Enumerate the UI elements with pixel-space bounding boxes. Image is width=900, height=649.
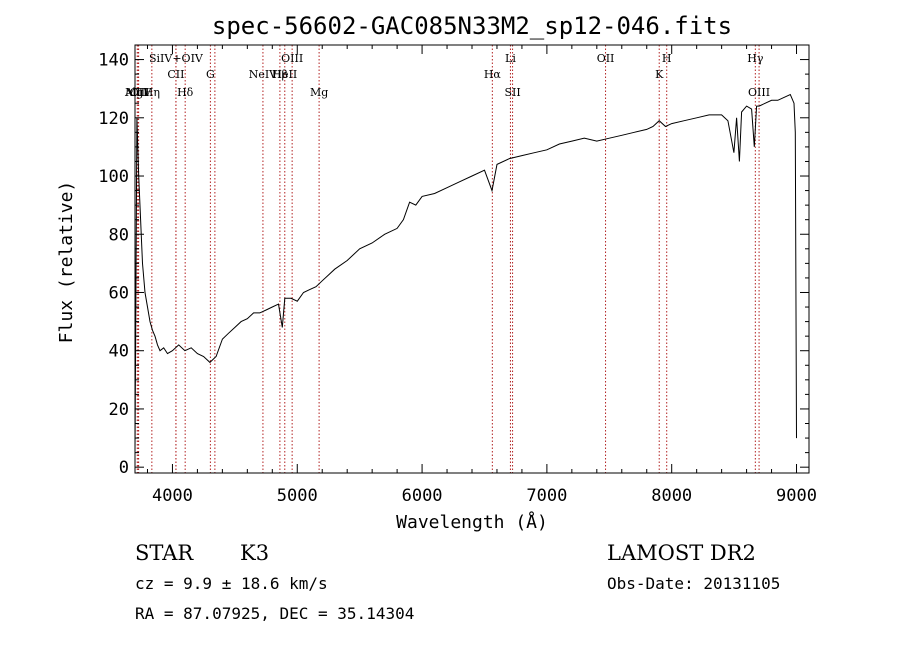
y-tick-label-1: 20 bbox=[109, 400, 129, 420]
marker-label-1: MgV bbox=[125, 86, 152, 99]
x-tick-label-5: 9000 bbox=[776, 486, 817, 506]
marker-label-7: G bbox=[206, 68, 215, 81]
spectral-line-markers bbox=[136, 45, 760, 473]
y-tick-label-3: 60 bbox=[109, 283, 129, 303]
coordinates-info: RA = 87.07925, DEC = 35.14304 bbox=[135, 604, 414, 623]
marker-label-19: H bbox=[662, 52, 672, 65]
chart-title: spec-56602-GAC085N33M2_sp12-046.fits bbox=[212, 12, 732, 40]
marker-label-15: Li bbox=[505, 52, 516, 65]
y-axis-label: Flux (relative) bbox=[56, 181, 77, 344]
marker-label-6: Hδ bbox=[177, 86, 194, 99]
x-axis: 4000 5000 6000 7000 8000 9000 bbox=[146, 45, 817, 506]
object-class: STAR bbox=[135, 541, 194, 565]
y-tick-label-0: 0 bbox=[119, 458, 129, 478]
marker-label-9: OIII bbox=[281, 52, 303, 65]
marker-label-11: Hβ bbox=[272, 68, 288, 81]
survey-name: LAMOST DR2 bbox=[607, 541, 756, 565]
object-subclass: K3 bbox=[240, 541, 269, 565]
marker-label-4: SiIV+OIV bbox=[149, 52, 204, 65]
spectrum-line bbox=[134, 93, 797, 453]
y-tick-label-5: 100 bbox=[98, 167, 129, 187]
x-tick-label-0: 4000 bbox=[152, 486, 193, 506]
marker-label-13: Mg bbox=[310, 86, 328, 99]
marker-label-16: SII bbox=[504, 86, 520, 99]
x-tick-label-2: 6000 bbox=[402, 486, 443, 506]
marker-label-17: OII bbox=[597, 52, 615, 65]
y-tick-label-7: 140 bbox=[98, 51, 129, 71]
marker-label-21: OIII bbox=[748, 86, 770, 99]
x-tick-label-4: 8000 bbox=[651, 486, 692, 506]
marker-label-20: Hγ bbox=[747, 52, 764, 65]
x-tick-label-1: 5000 bbox=[277, 486, 318, 506]
marker-label-10: NeIV bbox=[249, 68, 278, 81]
spectral-line-labels: AlIIIMgVOIIHηSiIV+OIVCIIHδGOIIINeIVHβHeI… bbox=[124, 52, 770, 99]
marker-label-0: AlIII bbox=[124, 86, 150, 99]
marker-label-5: CII bbox=[167, 68, 184, 81]
marker-label-14: Hα bbox=[484, 68, 502, 81]
y-axis: 0 20 40 60 80 100 120 140 bbox=[98, 51, 809, 478]
marker-label-18: K bbox=[655, 68, 664, 81]
x-tick-label-3: 7000 bbox=[526, 486, 567, 506]
y-tick-label-6: 120 bbox=[98, 109, 129, 129]
redshift-info: cz = 9.9 ± 18.6 km/s bbox=[135, 574, 328, 593]
x-axis-label: Wavelength (Å) bbox=[396, 511, 548, 533]
marker-label-12: HeII bbox=[272, 68, 297, 81]
marker-label-2: OII bbox=[130, 86, 148, 99]
observation-date: Obs-Date: 20131105 bbox=[607, 574, 780, 593]
y-tick-label-2: 40 bbox=[109, 342, 129, 362]
marker-label-3: Hη bbox=[144, 86, 160, 99]
plot-frame bbox=[134, 44, 810, 474]
y-tick-label-4: 80 bbox=[109, 225, 129, 245]
